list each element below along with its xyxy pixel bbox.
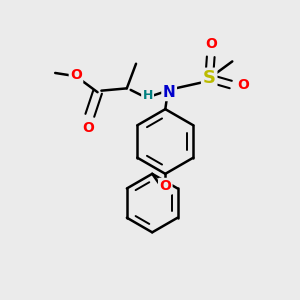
Text: O: O — [159, 179, 171, 193]
Text: O: O — [205, 38, 217, 52]
Text: S: S — [203, 69, 216, 87]
Text: O: O — [70, 68, 82, 82]
Text: N: N — [163, 85, 175, 100]
Text: H: H — [142, 89, 153, 102]
Text: O: O — [237, 77, 249, 92]
Text: O: O — [82, 121, 94, 135]
